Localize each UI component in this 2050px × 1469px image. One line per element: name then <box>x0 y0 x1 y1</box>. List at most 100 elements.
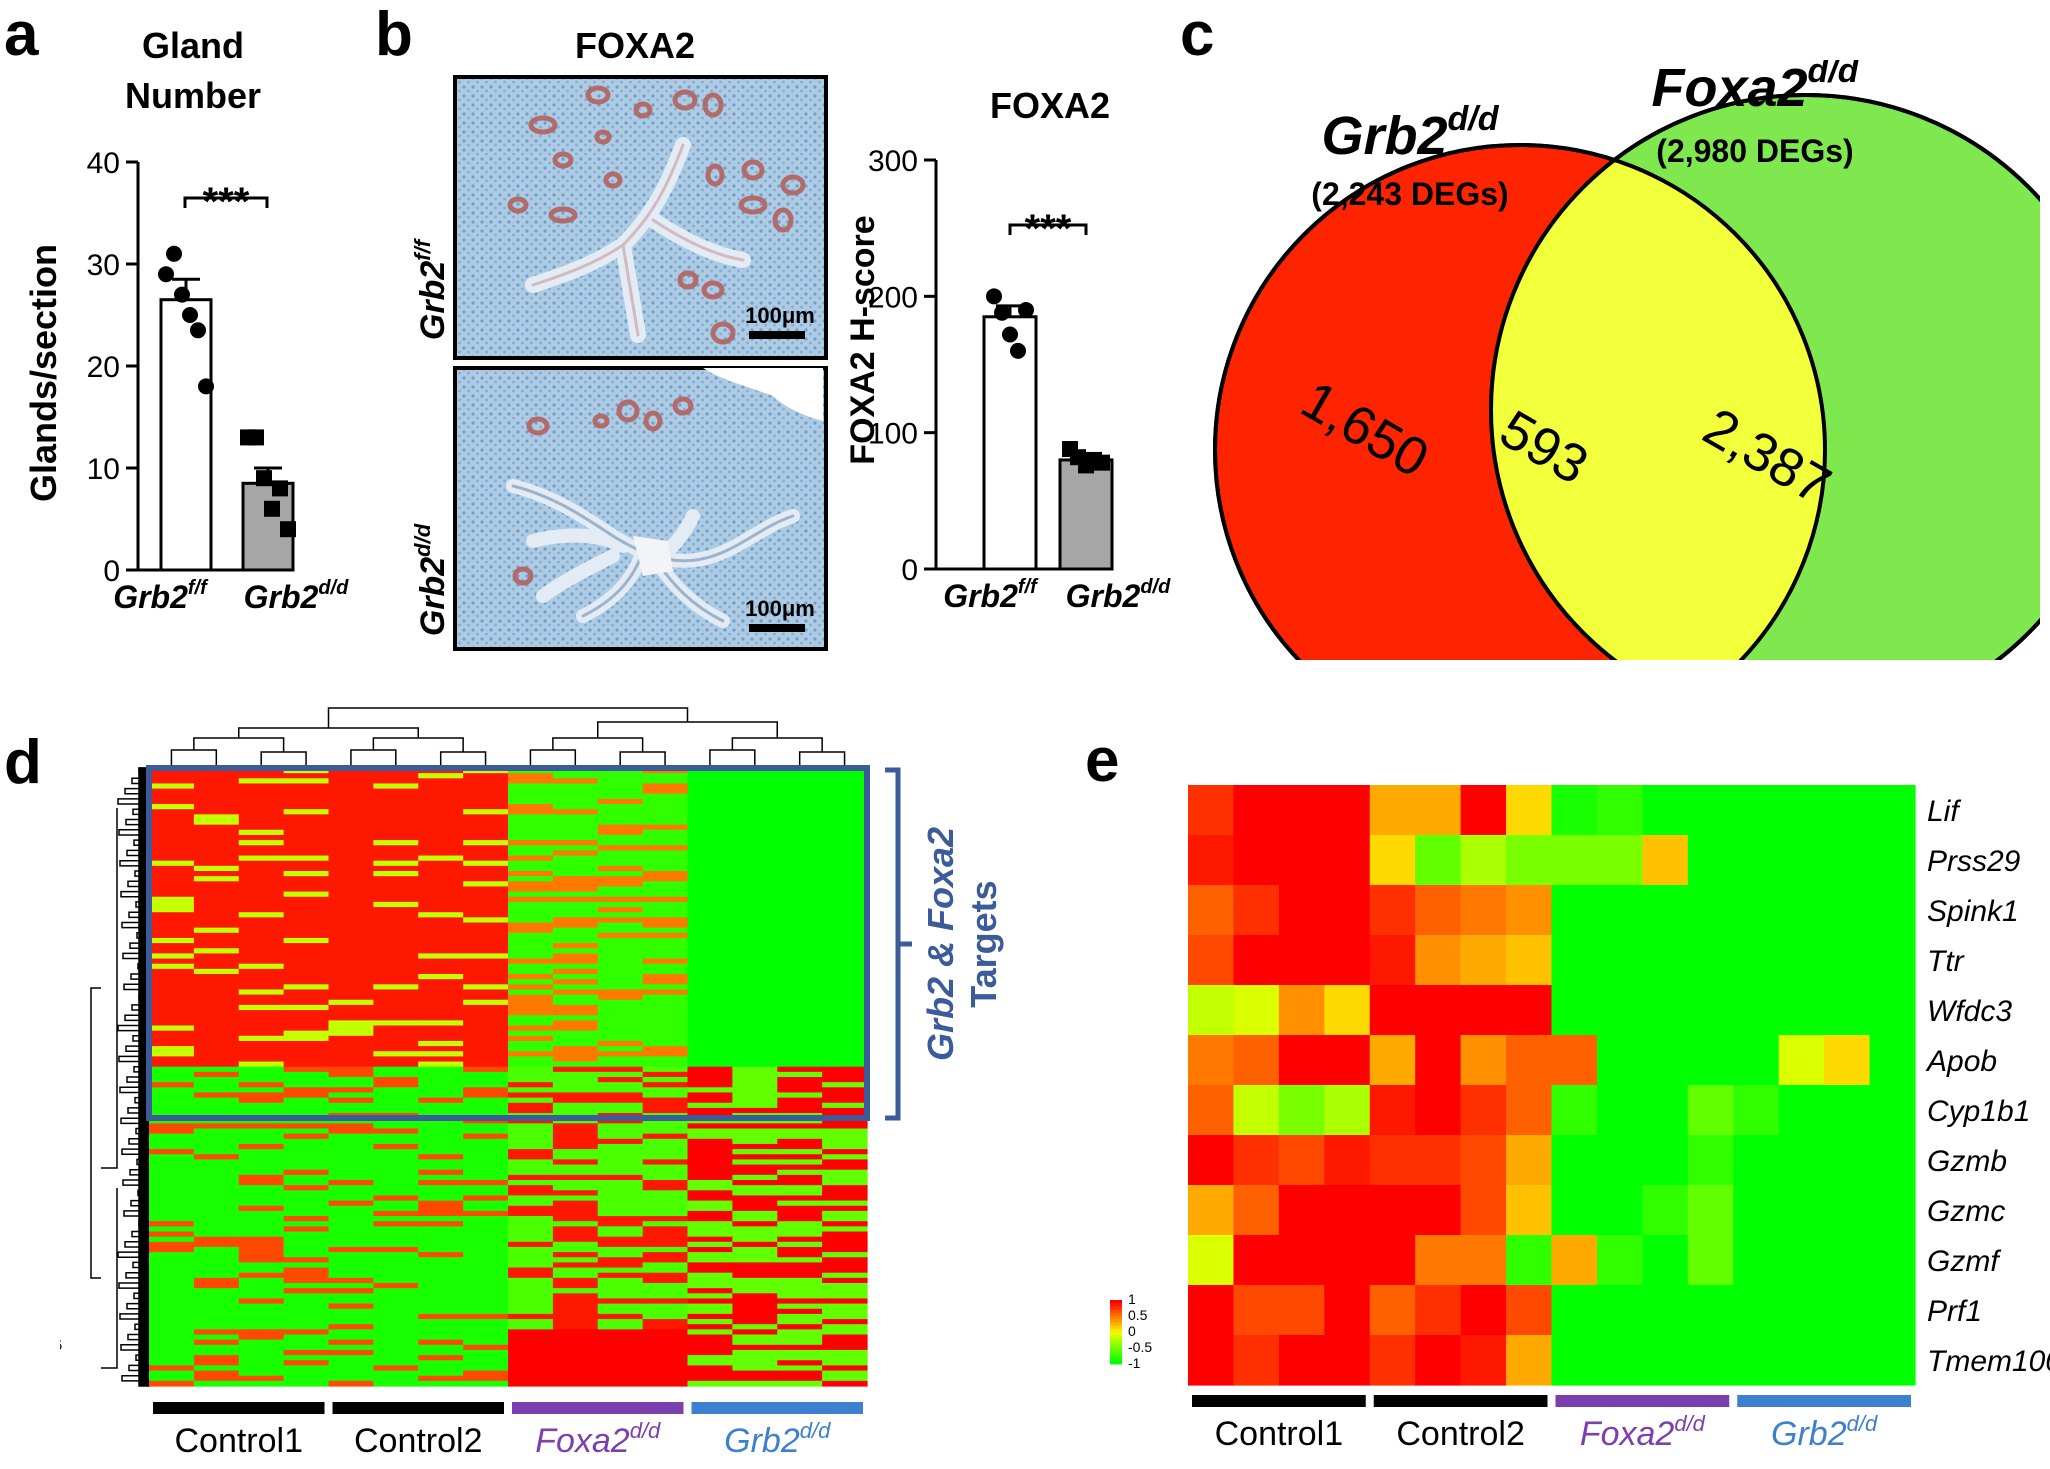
heatmap-cell <box>238 1303 285 1310</box>
heatmap-cell <box>238 1082 285 1088</box>
heatmap-cell <box>1869 1135 1916 1186</box>
heatmap-cell <box>283 1334 330 1341</box>
heatmap-cell <box>732 1071 778 1078</box>
heatmap-cell <box>687 1303 733 1310</box>
heatmap-cell <box>418 922 464 929</box>
data-point <box>198 378 214 395</box>
heatmap-cell <box>149 1051 195 1057</box>
heatmap-cell <box>149 1360 195 1366</box>
heatmap-cell <box>822 773 868 779</box>
heatmap-cell <box>1324 985 1371 1036</box>
heatmap-cell <box>1460 1185 1507 1236</box>
heatmap-cell <box>238 1138 285 1145</box>
panel-d-group-bar <box>332 1402 504 1414</box>
data-point <box>272 480 288 497</box>
heatmap-cell <box>642 1030 689 1037</box>
legend-label: 0 <box>1128 1323 1136 1339</box>
heatmap-cell <box>463 1051 509 1057</box>
heatmap-cell <box>777 1210 823 1217</box>
heatmap-cell <box>822 1375 868 1382</box>
heatmap-cell <box>418 1030 464 1037</box>
heatmap-cell <box>238 793 285 800</box>
heatmap-cell <box>373 1365 419 1372</box>
heatmap-cell <box>418 953 464 960</box>
heatmap-cell <box>552 1298 599 1305</box>
heatmap-cell <box>597 1174 644 1181</box>
heatmap-cell <box>328 1236 374 1243</box>
heatmap-cell <box>552 1169 599 1176</box>
heatmap-cell <box>732 1149 778 1155</box>
heatmap-cell <box>777 1133 823 1140</box>
heatmap-cell <box>149 1216 195 1222</box>
heatmap-cell <box>328 1380 374 1387</box>
heatmap-cell <box>149 1092 195 1099</box>
heatmap-cell <box>463 1355 509 1361</box>
heatmap-cell <box>777 1077 823 1083</box>
heatmap-cell <box>328 1164 374 1171</box>
heatmap-cell <box>552 1380 599 1387</box>
heatmap-cell <box>552 871 599 877</box>
heatmap-cell <box>687 1349 733 1356</box>
y-tick-label: 0 <box>103 555 120 588</box>
heatmap-cell <box>193 1205 240 1212</box>
heatmap-cell <box>193 963 240 970</box>
heatmap-cell <box>1188 1085 1235 1136</box>
legend-swatch <box>1110 1325 1122 1330</box>
legend-swatch <box>1110 1354 1122 1359</box>
heatmap-cell <box>508 804 554 810</box>
heatmap-cell <box>687 1205 733 1212</box>
heatmap-cell <box>1369 785 1416 836</box>
heatmap-cell <box>732 1087 778 1094</box>
heatmap-cell <box>193 865 240 872</box>
heatmap-cell <box>732 871 778 877</box>
heatmap-cell <box>1415 1085 1462 1136</box>
heatmap-cell <box>373 1375 419 1382</box>
heatmap-cell <box>597 1040 644 1047</box>
heatmap-cell <box>193 999 240 1006</box>
heatmap-cell <box>508 1221 554 1227</box>
heatmap-cell <box>193 1107 240 1114</box>
heatmap-cell <box>238 1334 285 1341</box>
heatmap-cell <box>732 891 778 898</box>
heatmap-cell <box>508 1252 554 1258</box>
heatmap-cell <box>777 1164 823 1171</box>
heatmap-cell <box>238 824 285 831</box>
heatmap-cell <box>597 1077 644 1083</box>
heatmap-cell <box>508 1205 554 1212</box>
heatmap-cell <box>193 917 240 924</box>
panel-d-group-label: Control1 <box>174 1422 303 1460</box>
heatmap-cell <box>463 1210 509 1217</box>
heatmap-cell <box>418 1015 464 1021</box>
heatmap-cell <box>149 1334 195 1341</box>
heatmap-cell <box>1278 1135 1325 1186</box>
heatmap-cell <box>732 1324 778 1330</box>
gene-label: Gzmb <box>1927 1145 2007 1178</box>
heatmap-cell <box>1415 985 1462 1036</box>
heatmap-cell <box>777 1246 823 1253</box>
heatmap-cell <box>732 989 778 996</box>
heatmap-cell <box>373 1025 419 1032</box>
heatmap-cell <box>418 1298 464 1305</box>
heatmap-cell <box>508 1107 554 1114</box>
heatmap-cell <box>777 1046 823 1052</box>
heatmap-cell <box>552 1061 599 1068</box>
heatmap-cell <box>642 927 689 934</box>
heatmap-cell <box>149 937 195 944</box>
heatmap-cell <box>149 1097 195 1104</box>
heatmap-cell <box>373 1308 419 1315</box>
heatmap-cell <box>1188 1135 1235 1186</box>
heatmap-cell <box>822 783 868 790</box>
dendrogram-branch <box>124 1014 149 1022</box>
heatmap-cell <box>149 1293 195 1300</box>
heatmap-cell <box>642 1066 689 1073</box>
heatmap-cell <box>1324 1285 1371 1336</box>
heatmap-cell <box>149 1262 195 1269</box>
heatmap-cell <box>328 1349 374 1356</box>
heatmap-cell <box>552 1082 599 1088</box>
heatmap-cell <box>463 1252 509 1258</box>
heatmap-cell <box>642 829 689 836</box>
heatmap-cell <box>777 1190 823 1197</box>
heatmap-cell <box>149 1035 195 1042</box>
heatmap-cell <box>777 943 823 949</box>
heatmap-cell <box>373 1180 419 1186</box>
